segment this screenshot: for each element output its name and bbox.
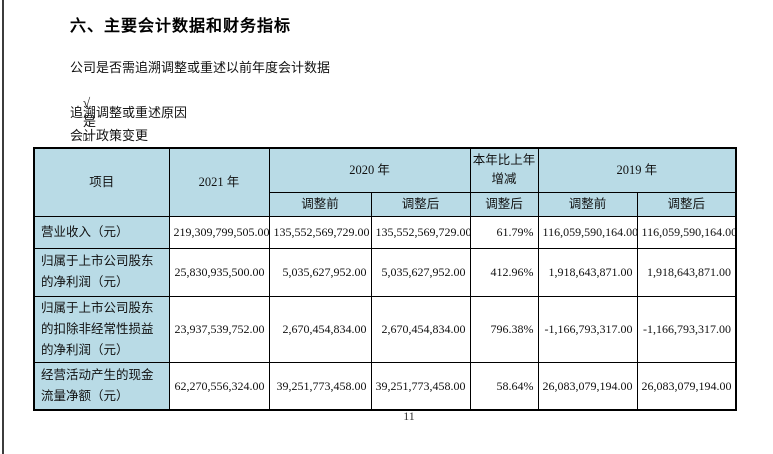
- reason-value: 会计政策变更: [70, 128, 149, 143]
- cell-2021: 25,830,935,500.00: [168, 247, 270, 297]
- col-header-2021: 2021 年: [168, 147, 270, 217]
- yes-label: 是: [83, 114, 97, 129]
- cell-2021: 62,270,556,324.00: [168, 361, 270, 411]
- cell-2020-after: 39,251,773,458.00: [370, 361, 471, 411]
- table-row-revenue: 营业收入（元） 219,309,799,505.00 135,552,569,7…: [33, 215, 737, 249]
- col-header-2020-after: 调整后: [370, 191, 471, 217]
- col-header-yoy: 本年比上年增减: [469, 147, 539, 193]
- col-header-2020-before: 调整前: [268, 191, 372, 217]
- row-item-label: 经营活动产生的现金流量净额（元）: [33, 361, 170, 411]
- table-row-net-profit: 归属于上市公司股东的净利润（元） 25,830,935,500.00 5,035…: [33, 247, 737, 297]
- cell-2019-before: 26,083,079,194.00: [537, 361, 638, 411]
- cell-2019-before: -1,166,793,317.00: [537, 295, 638, 363]
- page-number: 11: [403, 409, 415, 423]
- cell-2019-after: 26,083,079,194.00: [636, 361, 737, 411]
- cell-yoy: 412.96%: [469, 247, 539, 297]
- cell-2021: 219,309,799,505.00: [168, 215, 270, 249]
- cell-2019-after: 1,918,643,871.00: [636, 247, 737, 297]
- cell-yoy: 58.64%: [469, 361, 539, 411]
- col-header-2019: 2019 年: [537, 147, 737, 193]
- check-mark: √: [83, 95, 91, 110]
- cell-2019-after: 116,059,590,164.00: [636, 215, 737, 249]
- col-header-yoy-after: 调整后: [469, 191, 539, 217]
- cell-2019-before: 1,918,643,871.00: [537, 247, 638, 297]
- col-header-2019-after: 调整后: [636, 191, 737, 217]
- cell-2020-after: 5,035,627,952.00: [370, 247, 471, 297]
- col-header-2019-before: 调整前: [537, 191, 638, 217]
- page-edge-line: [2, 0, 4, 454]
- reason-label: 追溯调整或重述原因: [70, 105, 188, 120]
- retrospective-question: 公司是否需追溯调整或重述以前年度会计数据: [70, 60, 331, 75]
- col-header-item: 项目: [33, 147, 170, 217]
- cell-2021: 23,937,539,752.00: [168, 295, 270, 363]
- cell-yoy: 796.38%: [469, 295, 539, 363]
- table-row-net-profit-excl-nonrecurring: 归属于上市公司股东的扣除非经常性损益的净利润（元） 23,937,539,752…: [33, 295, 737, 363]
- cell-yoy: 61.79%: [469, 215, 539, 249]
- col-header-2020: 2020 年: [268, 147, 471, 193]
- cell-2020-before: 5,035,627,952.00: [268, 247, 372, 297]
- row-item-label: 营业收入（元）: [33, 215, 170, 249]
- section-title: 六、主要会计数据和财务指标: [70, 18, 292, 35]
- row-item-label: 归属于上市公司股东的扣除非经常性损益的净利润（元）: [33, 295, 170, 363]
- cell-2020-before: 2,670,454,834.00: [268, 295, 372, 363]
- financial-indicators-table: 项目 2021 年 2020 年 本年比上年增减 2019 年 调整前 调整后 …: [33, 147, 738, 412]
- cell-2020-before: 135,552,569,729.00: [268, 215, 372, 249]
- table-row-operating-cash-flow: 经营活动产生的现金流量净额（元） 62,270,556,324.00 39,25…: [33, 361, 737, 411]
- empty-checkbox: □: [83, 132, 90, 144]
- cell-2020-before: 39,251,773,458.00: [268, 361, 372, 411]
- cell-2019-after: -1,166,793,317.00: [636, 295, 737, 363]
- row-item-label: 归属于上市公司股东的净利润（元）: [33, 247, 170, 297]
- cell-2020-after: 2,670,454,834.00: [370, 295, 471, 363]
- cell-2019-before: 116,059,590,164.00: [537, 215, 638, 249]
- cell-2020-after: 135,552,569,729.00: [370, 215, 471, 249]
